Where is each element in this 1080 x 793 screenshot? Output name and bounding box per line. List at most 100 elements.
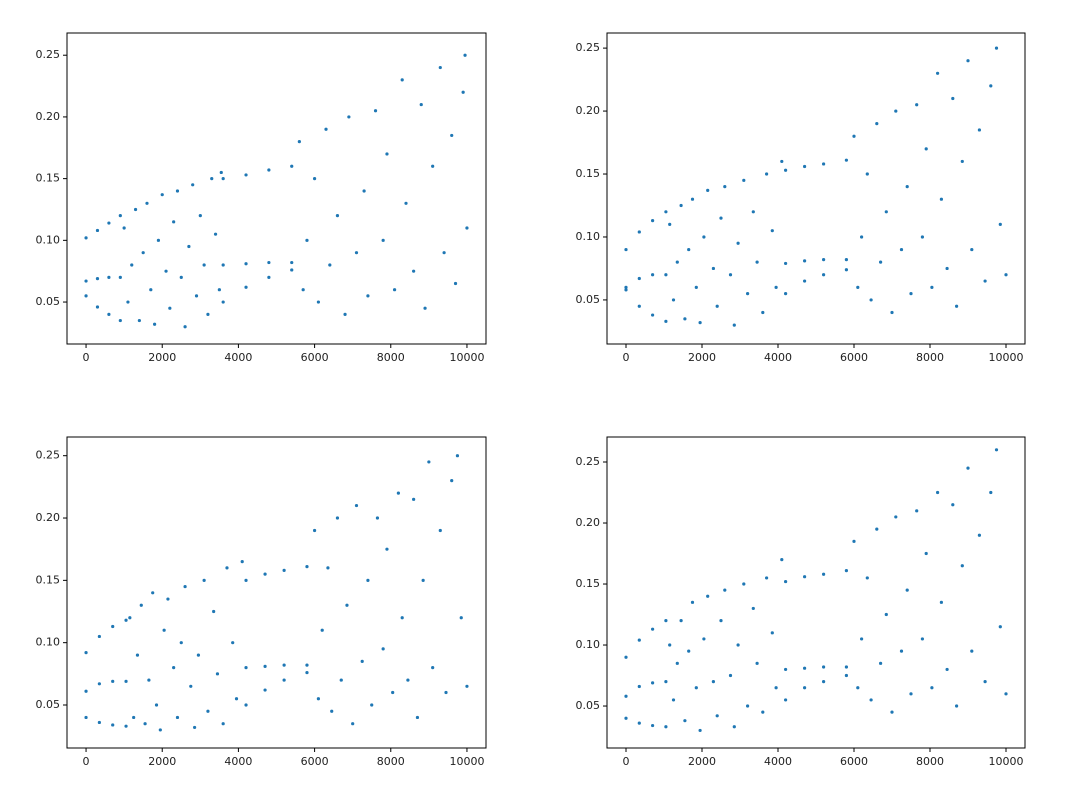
point [736, 643, 740, 647]
x-tick-label: 10000 [449, 755, 484, 768]
point [370, 703, 374, 707]
x-tick-label: 4000 [224, 755, 252, 768]
point [751, 210, 755, 214]
point [391, 690, 395, 695]
point [191, 183, 195, 187]
point [328, 263, 332, 267]
point [780, 558, 784, 562]
x-tick-label: 8000 [377, 351, 405, 364]
point [107, 221, 111, 225]
point [844, 568, 849, 573]
point [373, 109, 378, 113]
point [746, 704, 750, 708]
point [263, 664, 267, 668]
point [869, 298, 873, 302]
point [351, 722, 355, 726]
point [354, 251, 359, 255]
point [118, 318, 122, 323]
point [822, 273, 826, 277]
point [936, 490, 940, 495]
point [755, 260, 759, 264]
point [404, 201, 408, 205]
point [438, 528, 442, 533]
point [822, 572, 826, 576]
point [852, 134, 856, 138]
point [244, 173, 248, 177]
point [343, 312, 347, 316]
point [977, 128, 982, 132]
point [312, 528, 317, 533]
point [894, 515, 898, 519]
point [924, 551, 928, 556]
x-tick-label: 8000 [916, 755, 944, 768]
point [381, 647, 385, 651]
point [983, 680, 987, 684]
point [124, 724, 128, 728]
point [305, 565, 309, 569]
point [884, 612, 888, 617]
point [732, 323, 736, 327]
point [111, 723, 115, 727]
point [412, 269, 416, 273]
y-tick-label: 0.25 [36, 48, 61, 61]
point [335, 214, 340, 218]
y-tick-label: 0.20 [36, 110, 61, 123]
point [989, 490, 993, 495]
point [706, 594, 710, 598]
point [637, 721, 641, 725]
point [282, 678, 286, 682]
y-tick-label: 0.20 [576, 104, 601, 117]
point [742, 178, 746, 182]
point [970, 649, 974, 653]
point [1004, 273, 1008, 277]
point [118, 275, 122, 279]
point [890, 310, 894, 315]
point [111, 679, 115, 683]
axes-frame [606, 32, 1026, 345]
point [290, 164, 294, 168]
point [419, 102, 423, 107]
point [240, 560, 244, 564]
point [210, 177, 214, 181]
point [198, 214, 202, 218]
point [723, 185, 727, 189]
point [221, 263, 225, 267]
point [664, 725, 668, 729]
point [637, 638, 641, 642]
point [719, 619, 723, 623]
point [637, 304, 641, 308]
point [770, 229, 774, 233]
point [330, 709, 334, 713]
point [651, 273, 655, 277]
point [151, 591, 155, 595]
point [668, 643, 672, 647]
point [803, 666, 807, 670]
point [960, 564, 964, 568]
point [95, 305, 100, 309]
x-tick-label: 2000 [148, 351, 176, 364]
point [860, 637, 864, 641]
point [143, 722, 147, 726]
point [412, 497, 416, 501]
point [736, 241, 740, 245]
point [803, 164, 807, 169]
point [664, 619, 668, 623]
point [189, 684, 193, 688]
point [97, 720, 101, 725]
point [175, 189, 180, 193]
point [698, 320, 702, 325]
point [879, 260, 883, 264]
point [671, 298, 676, 302]
point [894, 109, 898, 113]
subplot: 0 2000 4000 6000 8000 10000 0.05 0.10 0.15 0.20 0.… [36, 32, 487, 364]
point [803, 686, 807, 690]
point [320, 628, 324, 632]
point [651, 681, 655, 685]
point [930, 285, 934, 289]
axes-frame [66, 32, 487, 345]
point [746, 292, 750, 296]
point [84, 294, 88, 298]
point [139, 603, 143, 607]
x-tick-label: 4000 [764, 351, 792, 364]
point [84, 236, 88, 240]
